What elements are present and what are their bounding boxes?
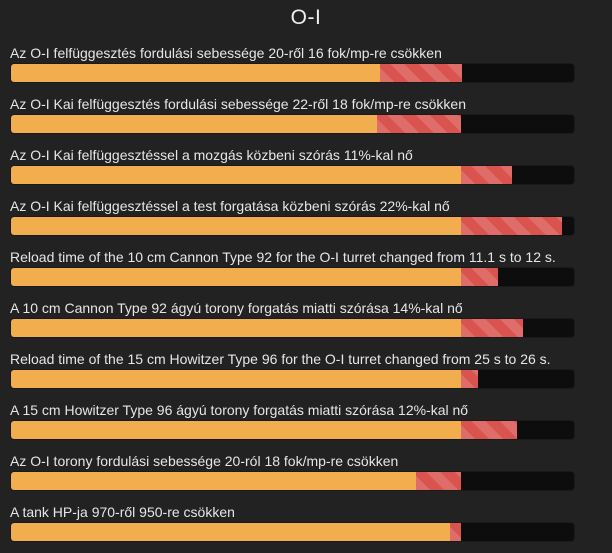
- progress-track: [10, 267, 575, 287]
- progress-base-fill: [11, 268, 461, 286]
- progress-change-fill: [461, 268, 498, 286]
- change-row: Az O-I Kai felfüggesztés fordulási sebes…: [10, 94, 580, 145]
- change-label: Az O-I Kai felfüggesztéssel a test forga…: [10, 198, 450, 214]
- changes-list: Az O-I felfüggesztés fordulási sebessége…: [10, 43, 580, 553]
- progress-change-fill: [450, 523, 461, 541]
- change-row: Az O-I torony fordulási sebessége 20-ról…: [10, 451, 580, 502]
- progress-track: [10, 165, 575, 185]
- progress-base-fill: [11, 166, 461, 184]
- progress-change-fill: [461, 421, 517, 439]
- progress-change-fill: [416, 472, 461, 490]
- progress-change-fill: [461, 217, 562, 235]
- progress-track: [10, 318, 575, 338]
- progress-track: [10, 522, 575, 542]
- change-label: Reload time of the 15 cm Howitzer Type 9…: [10, 351, 551, 367]
- progress-base-fill: [11, 370, 461, 388]
- progress-base-fill: [11, 319, 461, 337]
- page-title: O-I: [290, 6, 322, 29]
- change-row: A tank HP-ja 970-ről 950-re csökken: [10, 502, 580, 553]
- progress-base-fill: [11, 421, 461, 439]
- change-row: A 10 cm Cannon Type 92 ágyú torony forga…: [10, 298, 580, 349]
- change-row: Az O-I felfüggesztés fordulási sebessége…: [10, 43, 580, 94]
- progress-change-fill: [380, 64, 462, 82]
- progress-base-fill: [11, 217, 461, 235]
- progress-change-fill: [461, 319, 523, 337]
- progress-track: [10, 216, 575, 236]
- change-row: Reload time of the 15 cm Howitzer Type 9…: [10, 349, 580, 400]
- progress-change-fill: [461, 370, 478, 388]
- change-label: Az O-I torony fordulási sebessége 20-ról…: [10, 453, 399, 469]
- change-label: A tank HP-ja 970-ről 950-re csökken: [10, 504, 235, 520]
- change-label: Az O-I Kai felfüggesztés fordulási sebes…: [10, 96, 466, 112]
- change-row: A 15 cm Howitzer Type 96 ágyú torony for…: [10, 400, 580, 451]
- change-label: Reload time of the 10 cm Cannon Type 92 …: [10, 249, 556, 265]
- progress-track: [10, 471, 575, 491]
- progress-track: [10, 63, 575, 83]
- change-row: Az O-I Kai felfüggesztéssel a mozgás köz…: [10, 145, 580, 196]
- progress-base-fill: [11, 64, 380, 82]
- change-label: Az O-I felfüggesztés fordulási sebessége…: [10, 45, 442, 61]
- progress-change-fill: [461, 166, 512, 184]
- change-label: A 15 cm Howitzer Type 96 ágyú torony for…: [10, 402, 469, 418]
- progress-base-fill: [11, 472, 416, 490]
- progress-track: [10, 369, 575, 389]
- progress-track: [10, 420, 575, 440]
- change-row: Az O-I Kai felfüggesztéssel a test forga…: [10, 196, 580, 247]
- progress-track: [10, 114, 575, 134]
- progress-base-fill: [11, 115, 377, 133]
- change-label: Az O-I Kai felfüggesztéssel a mozgás köz…: [10, 147, 413, 163]
- progress-change-fill: [377, 115, 461, 133]
- progress-base-fill: [11, 523, 450, 541]
- change-row: Reload time of the 10 cm Cannon Type 92 …: [10, 247, 580, 298]
- change-label: A 10 cm Cannon Type 92 ágyú torony forga…: [10, 300, 463, 316]
